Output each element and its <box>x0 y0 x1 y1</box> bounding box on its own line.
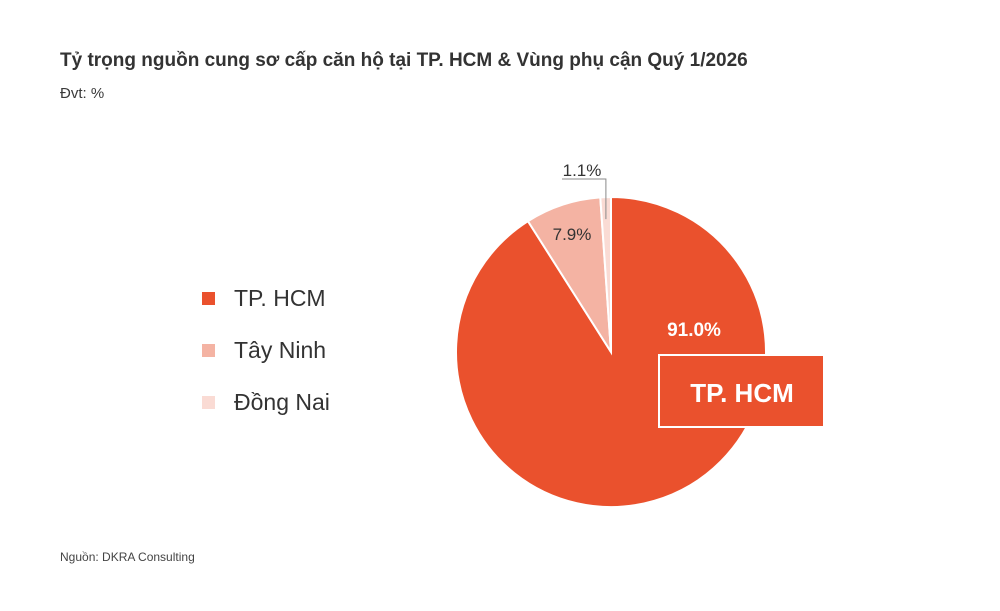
callout-box <box>658 354 825 428</box>
callout-label: TP. HCM <box>690 378 794 408</box>
data-label-tay-ninh: 7.9% <box>553 225 592 244</box>
legend-item-dong-nai: Đồng Nai <box>202 376 330 428</box>
legend-swatch-tp-hcm <box>202 291 215 305</box>
legend-label-tay-ninh: Tây Ninh <box>234 336 327 363</box>
legend-swatch-dong-nai <box>202 395 215 409</box>
chart-title: Tỷ trọng nguồn cung sơ cấp căn hộ tại TP… <box>60 50 748 71</box>
leader-line-dong-nai <box>562 178 607 220</box>
unit-label: Đvt: % <box>60 85 105 102</box>
source-note: Nguồn: DKRA Consulting <box>60 550 195 564</box>
legend-swatch-tay-ninh <box>202 343 215 357</box>
legend-label-dong-nai: Đồng Nai <box>234 388 330 415</box>
legend: TP. HCM Tây Ninh Đồng Nai <box>202 272 330 428</box>
legend-label-tp-hcm: TP. HCM <box>234 284 326 311</box>
legend-item-tay-ninh: Tây Ninh <box>202 324 330 376</box>
data-label-tp-hcm: 91.0% <box>667 320 721 341</box>
legend-item-tp-hcm: TP. HCM <box>202 272 330 324</box>
data-label-dong-nai: 1.1% <box>563 161 602 180</box>
